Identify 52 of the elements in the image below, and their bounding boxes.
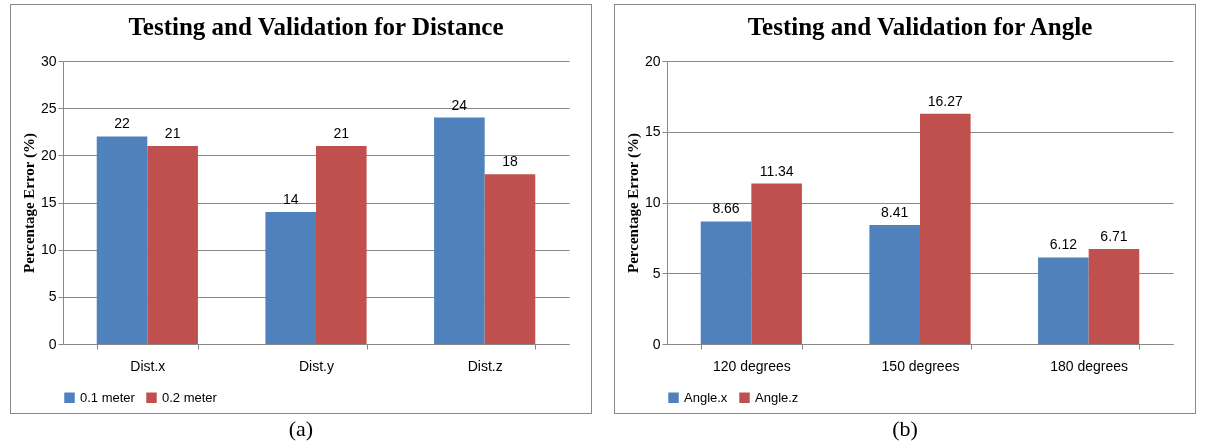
bar (265, 211, 316, 344)
bar (316, 145, 367, 344)
y-tick-label: 5 (48, 288, 57, 305)
legend-label: Angle.z (755, 389, 799, 405)
y-tick-label: 30 (40, 52, 57, 69)
bar (869, 225, 920, 344)
x-tick-label: Dist.x (130, 357, 166, 374)
chart-title: Testing and Validation for Angle (747, 13, 1093, 40)
data-label: 22 (114, 115, 131, 132)
bar (700, 221, 752, 344)
y-tick-label: 5 (652, 264, 661, 281)
x-tick-label: Dist.z (467, 357, 503, 374)
data-label: 21 (333, 124, 350, 141)
x-tick-label: Dist.y (299, 357, 334, 374)
legend-label: 0.2 meter (162, 389, 218, 405)
y-tick-label: 10 (644, 194, 661, 210)
legend-label: Angle.x (684, 389, 728, 405)
bar (147, 145, 198, 344)
bar (920, 113, 971, 344)
x-tick-label: 180 degrees (1050, 357, 1129, 374)
bar (434, 117, 485, 344)
x-tick-label: 150 degrees (881, 357, 960, 374)
data-label: 6.12 (1049, 236, 1078, 253)
chart-title: Testing and Validation for Distance (128, 13, 504, 40)
bar (1088, 249, 1140, 344)
y-tick-label: 20 (40, 146, 57, 163)
y-tick-label: 0 (48, 335, 57, 352)
bar (1038, 257, 1089, 344)
y-tick-label: 10 (40, 241, 57, 258)
data-label: 8.41 (881, 204, 909, 220)
y-tick-label: 0 (652, 335, 661, 352)
data-label: 11.34 (759, 162, 794, 179)
y-tick-label: 25 (40, 99, 57, 116)
data-label: 8.66 (712, 200, 740, 217)
y-tick-label: 15 (40, 194, 57, 210)
text: (b) (891, 416, 919, 442)
bar (96, 136, 148, 344)
y-axis-title: Percentage Error (%) (624, 133, 642, 273)
text: (a) (287, 416, 315, 442)
data-label: 14 (282, 190, 299, 207)
data-label: 24 (451, 96, 468, 113)
y-tick-label: 15 (644, 123, 661, 140)
data-label: 16.27 (927, 92, 964, 109)
x-tick-label: 120 degrees (712, 357, 791, 374)
y-tick-label: 20 (644, 52, 661, 69)
bar (484, 174, 536, 344)
y-axis-title: Percentage Error (%) (20, 133, 38, 273)
data-label: 6.71 (1100, 228, 1128, 245)
data-label: 18 (502, 153, 518, 170)
legend-label: 0.1 meter (80, 389, 136, 405)
bar (751, 183, 802, 344)
data-label: 21 (164, 124, 181, 141)
